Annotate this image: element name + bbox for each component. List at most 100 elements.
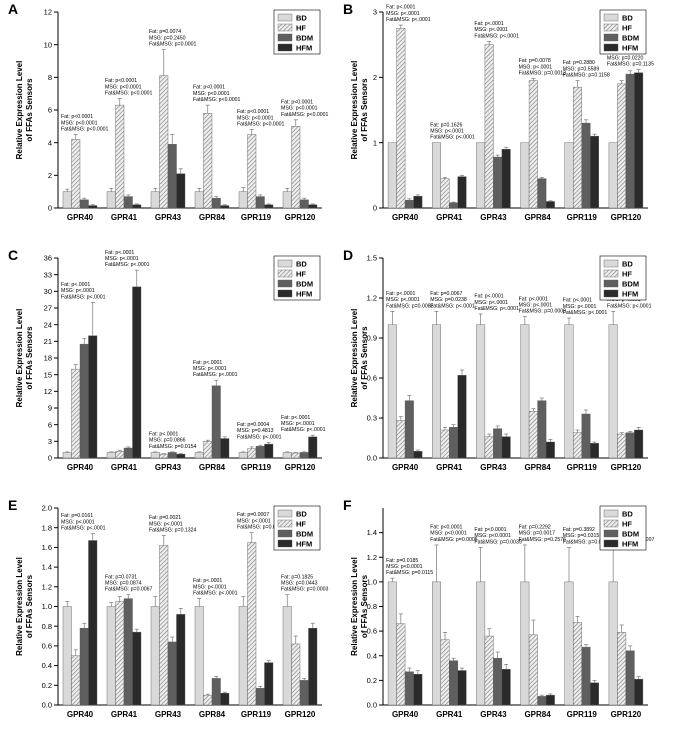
legend-swatch-hf: [603, 23, 619, 32]
y-tick-label: 1.0: [367, 577, 377, 586]
bar-hfm: [590, 443, 599, 459]
bar-hfm: [308, 627, 318, 706]
bar-bd: [432, 324, 441, 459]
y-tick-label: 1.5: [367, 254, 377, 263]
x-tick-label: GPR40: [67, 463, 94, 472]
bar-hf: [115, 451, 125, 459]
x-tick-label: GPR41: [111, 463, 138, 472]
p-value-annotation: Fat: p=0.0161 MSG: p<.0001 Fat&MSG: p<.000…: [61, 513, 106, 531]
bar-hf: [203, 441, 213, 459]
bar-hf: [247, 134, 257, 209]
bar-bdm: [625, 650, 635, 706]
bar-bd: [194, 452, 204, 459]
bar-hf: [396, 28, 406, 209]
panel-d: D 0.0 0.3 0.6 0.9 1.2 1.5 Relative Expression L…: [343, 247, 652, 472]
legend-label: BDM: [622, 34, 639, 43]
bar-hfm: [220, 438, 230, 459]
bar-bdm: [211, 197, 221, 209]
legend-label: BD: [622, 14, 633, 23]
x-tick-label: GPR120: [285, 213, 316, 222]
legend-swatch-hf: [277, 519, 293, 528]
bar-bdm: [581, 646, 591, 706]
legend-label: HF: [296, 24, 306, 33]
y-axis-label: Relative Expression Levelof FFAs Sensors: [350, 309, 369, 408]
bar-hfm: [501, 669, 511, 706]
x-tick-label: GPR40: [392, 710, 419, 719]
y-tick-label: 2: [48, 171, 52, 180]
bar-bd: [282, 606, 292, 706]
bar-bdm: [537, 178, 547, 209]
x-tick-label: GPR119: [241, 213, 272, 222]
bar-hf: [247, 542, 257, 706]
x-tick-label: GPR84: [199, 710, 226, 719]
p-value-annotation: Fat: p=0.3892 MSG: p=0.0315 Fat&MSG: p=0.0…: [563, 527, 611, 545]
bar-hf: [528, 634, 538, 706]
y-tick-label: 6: [48, 420, 52, 429]
y-tick-label: 2: [373, 73, 377, 82]
bar-hf: [617, 433, 627, 459]
bar-hfm: [457, 670, 467, 706]
bar-hf: [71, 139, 81, 209]
legend-label: BD: [296, 14, 307, 23]
y-tick-label: 21: [44, 337, 52, 346]
y-tick-label: 1.0: [42, 602, 52, 611]
x-tick-label: GPR120: [611, 710, 642, 719]
legend-swatch-bd: [603, 259, 619, 268]
bar-bdm: [449, 202, 458, 209]
legend-label: HFM: [622, 44, 638, 53]
legend-swatch-hfm: [603, 539, 619, 548]
y-axis-label: Relative Expression Levelof FFAs Sensors: [350, 557, 369, 656]
bar-hf: [573, 86, 582, 209]
y-tick-label: 0.0: [42, 701, 52, 710]
bar-hfm: [176, 453, 186, 459]
bar-bdm: [404, 199, 414, 209]
y-tick-label: 1.4: [367, 528, 377, 537]
bar-hf: [115, 601, 125, 706]
bar-bdm: [255, 196, 265, 209]
y-tick-label: 0.6: [42, 642, 52, 651]
legend-label: BD: [296, 510, 307, 519]
y-tick-label: 0: [373, 204, 377, 213]
panel-letter: C: [8, 247, 18, 263]
y-tick-label: 12: [44, 387, 52, 396]
legend-label: HF: [622, 270, 632, 279]
x-tick-label: GPR41: [436, 213, 463, 222]
legend-swatch-bdm: [277, 33, 293, 42]
y-tick-label: 3: [373, 8, 377, 17]
legend-swatch-hfm: [603, 289, 619, 298]
x-tick-label: GPR119: [241, 463, 272, 472]
legend-label: BDM: [622, 280, 639, 289]
bar-bd: [432, 142, 441, 209]
x-tick-label: GPR41: [436, 463, 463, 472]
bar-hfm: [590, 682, 599, 706]
y-tick-label: 36: [44, 254, 52, 263]
p-value-annotation: Fat: p=0.0021 MSG: p<.0001 Fat&MSG: p=0.13…: [149, 515, 197, 533]
legend-swatch-hfm: [277, 43, 293, 52]
legend-label: HF: [296, 270, 306, 279]
y-tick-label: 1.6: [42, 543, 52, 552]
y-tick-label: 18: [44, 354, 52, 363]
legend-swatch-bd: [277, 509, 293, 518]
p-value-annotation: Fat: p<0.0001 MSG: p<0.0001 Fat&MSG: p<0.0…: [281, 99, 329, 117]
x-tick-label: GPR84: [524, 710, 551, 719]
bar-bdm: [625, 73, 635, 209]
bar-bdm: [299, 452, 309, 459]
bar-bdm: [299, 199, 309, 209]
p-value-annotation: Fat: p<0.0001 MSG: p<0.0001 Fat&MSG: p<0.0…: [105, 78, 153, 96]
p-value-annotation: Fat: p=0.0078 MSG: p<.0001 Fat&MSG: p=0.00…: [519, 58, 567, 76]
bar-hfm: [88, 540, 98, 706]
bar-bd: [520, 581, 530, 706]
bar-hfm: [413, 674, 423, 706]
legend-swatch-hf: [603, 519, 619, 528]
bar-hf: [159, 545, 169, 706]
y-tick-label: 0.2: [42, 681, 52, 690]
legend-swatch-bdm: [603, 529, 619, 538]
p-value-annotation: Fat: p<0.0001 MSG: p<0.0001 Fat&MSG: p=0.0…: [474, 527, 522, 545]
bar-hfm: [590, 135, 599, 209]
